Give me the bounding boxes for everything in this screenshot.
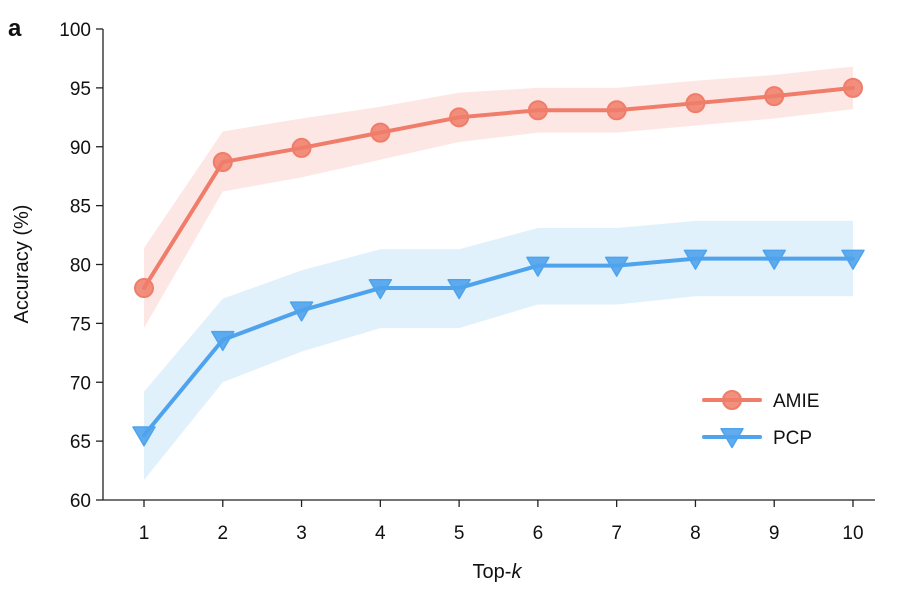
pcp-point bbox=[132, 426, 156, 447]
x-axis-label-italic: k bbox=[511, 561, 522, 583]
y-tick-label: 80 bbox=[70, 256, 91, 277]
axes: 60 65 70 75 80 85 90 95 100 1 2 3 4 5 6 7 8 9 10 bbox=[59, 20, 875, 544]
y-tick-label: 75 bbox=[70, 314, 91, 335]
y-tick-label: 100 bbox=[59, 20, 91, 41]
legend-amie-label: AMIE bbox=[773, 391, 819, 412]
y-tick-label: 95 bbox=[70, 79, 91, 100]
x-tick-label: 4 bbox=[375, 523, 386, 544]
pcp-confidence-band bbox=[144, 220, 853, 480]
pcp-point bbox=[526, 256, 550, 277]
amie-point bbox=[685, 93, 706, 114]
x-tick-label: 3 bbox=[296, 523, 307, 544]
legend-pcp-label: PCP bbox=[773, 428, 812, 449]
amie-point bbox=[134, 278, 154, 299]
pcp-point bbox=[841, 249, 865, 270]
x-axis-label-main: Top- bbox=[473, 561, 512, 583]
x-tick-label: 5 bbox=[454, 523, 465, 544]
amie-point bbox=[449, 107, 470, 128]
pcp-line bbox=[142, 256, 855, 438]
x-axis-label: Top-k bbox=[473, 561, 523, 583]
y-tick-label: 90 bbox=[70, 138, 91, 159]
amie-point bbox=[370, 122, 391, 143]
pcp-point bbox=[762, 249, 786, 270]
amie-point bbox=[843, 77, 863, 98]
pcp-point bbox=[289, 301, 314, 322]
amie-point bbox=[606, 100, 627, 121]
x-tick-label: 7 bbox=[611, 523, 622, 544]
amie-point bbox=[212, 152, 233, 173]
x-tick-label: 10 bbox=[842, 523, 863, 544]
confidence-bands bbox=[144, 66, 853, 480]
x-tick-label: 9 bbox=[769, 523, 780, 544]
pcp-point bbox=[683, 249, 708, 270]
amie-confidence-band bbox=[144, 66, 853, 329]
x-tick-label: 6 bbox=[533, 523, 544, 544]
pcp-point bbox=[368, 279, 393, 300]
y-tick-label: 60 bbox=[70, 491, 91, 512]
legend-amie-marker bbox=[722, 390, 742, 410]
pcp-point bbox=[604, 256, 629, 277]
series-lines bbox=[142, 85, 855, 438]
y-tick-label: 85 bbox=[70, 197, 91, 218]
amie-point bbox=[291, 137, 312, 158]
x-tick-label: 1 bbox=[139, 523, 150, 544]
y-tick-label: 65 bbox=[70, 432, 91, 453]
legend-pcp-marker bbox=[720, 428, 744, 449]
y-axis-label: Accuracy (%) bbox=[11, 205, 33, 324]
panel-label: a bbox=[8, 15, 22, 42]
amie-point bbox=[527, 100, 548, 121]
y-tick-label: 70 bbox=[70, 373, 91, 394]
pcp-point bbox=[447, 279, 471, 300]
amie-line bbox=[142, 85, 855, 291]
x-tick-label: 2 bbox=[217, 523, 228, 544]
x-tick-label: 8 bbox=[690, 523, 701, 544]
amie-point bbox=[764, 86, 785, 107]
series-markers bbox=[132, 77, 865, 447]
pcp-point bbox=[211, 330, 235, 352]
legend: AMIE PCP bbox=[702, 390, 819, 449]
